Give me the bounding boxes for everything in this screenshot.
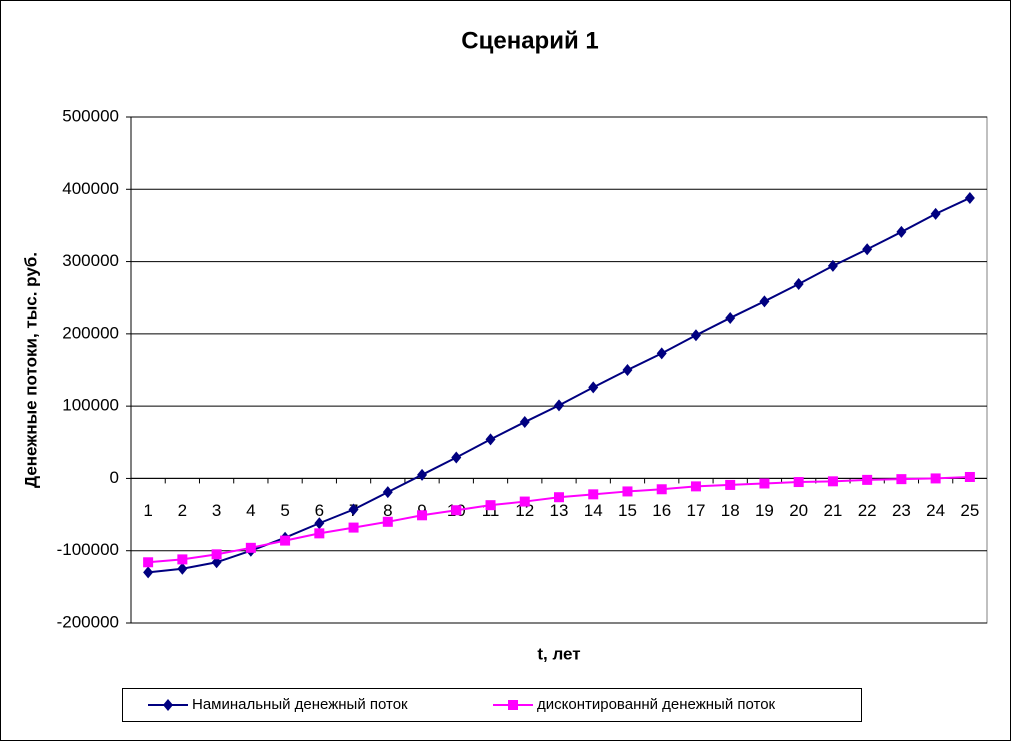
legend-label: Наминальный денежный поток xyxy=(192,696,408,713)
y-tick-label: -100000 xyxy=(57,540,119,559)
data-point xyxy=(554,399,564,412)
data-point xyxy=(348,503,359,516)
x-tick-label: 23 xyxy=(892,501,911,520)
y-tick-label: -200000 xyxy=(57,612,119,631)
x-tick-label: 14 xyxy=(584,501,603,520)
x-tick-label: 4 xyxy=(246,501,255,520)
x-tick-label: 6 xyxy=(315,501,324,520)
data-point xyxy=(177,562,188,575)
data-point xyxy=(862,243,873,256)
data-point xyxy=(690,481,701,492)
y-tick-label: 300000 xyxy=(62,251,119,270)
y-axis-label: Денежные потоки, тыс. руб. xyxy=(21,252,40,488)
data-point xyxy=(588,381,599,394)
legend-marker xyxy=(508,700,518,710)
data-point xyxy=(827,476,838,487)
x-tick-label: 13 xyxy=(550,501,569,520)
data-point xyxy=(519,416,530,429)
data-point xyxy=(382,516,393,527)
x-tick-label: 21 xyxy=(823,501,842,520)
plot-area xyxy=(130,116,988,624)
x-tick-label: 8 xyxy=(383,501,392,520)
data-point xyxy=(177,554,188,565)
data-point xyxy=(519,496,530,507)
data-point xyxy=(451,451,462,464)
data-point xyxy=(759,478,770,489)
x-tick-label: 3 xyxy=(212,501,221,520)
data-point xyxy=(245,542,256,553)
data-point xyxy=(417,510,428,521)
data-point xyxy=(622,486,633,497)
x-tick-label: 25 xyxy=(960,501,979,520)
data-point xyxy=(862,474,873,485)
y-tick-label: 0 xyxy=(110,468,119,487)
legend-marker xyxy=(163,699,173,711)
data-point xyxy=(656,347,667,360)
y-tick-label: 200000 xyxy=(62,323,119,342)
data-point xyxy=(588,489,599,500)
data-point xyxy=(348,522,359,533)
x-tick-label: 24 xyxy=(926,501,945,520)
y-tick-label: 400000 xyxy=(62,179,119,198)
data-point xyxy=(759,295,770,308)
data-point xyxy=(725,311,736,324)
data-point xyxy=(896,474,907,485)
data-point xyxy=(964,471,975,482)
x-tick-label: 5 xyxy=(280,501,289,520)
data-point xyxy=(143,566,154,579)
data-point xyxy=(280,535,291,546)
data-point xyxy=(896,225,907,238)
data-point xyxy=(554,492,564,503)
data-point xyxy=(930,207,941,220)
legend xyxy=(122,688,862,722)
data-point xyxy=(314,528,325,539)
chart-title: Сценарий 1 xyxy=(461,27,598,54)
data-point xyxy=(211,549,222,560)
data-point xyxy=(485,500,496,511)
y-tick-label: 500000 xyxy=(62,106,119,125)
x-tick-label: 1 xyxy=(143,501,152,520)
x-tick-label: 15 xyxy=(618,501,637,520)
data-point xyxy=(930,473,941,484)
x-tick-label: 16 xyxy=(652,501,671,520)
x-tick-label: 20 xyxy=(789,501,808,520)
data-point xyxy=(382,486,393,499)
data-point xyxy=(656,484,667,495)
data-point xyxy=(622,364,633,376)
legend-label: дисконтированнй денежный поток xyxy=(537,696,776,713)
data-point xyxy=(793,477,804,488)
x-axis-label: t, лет xyxy=(537,644,580,663)
x-tick-label: 17 xyxy=(686,501,705,520)
data-point xyxy=(964,191,975,204)
data-point xyxy=(725,479,736,490)
y-tick-label: 100000 xyxy=(62,396,119,415)
data-point xyxy=(417,468,428,481)
data-point xyxy=(143,557,154,568)
data-point xyxy=(793,277,804,290)
data-point xyxy=(690,329,701,342)
x-tick-label: 19 xyxy=(755,501,774,520)
x-tick-label: 18 xyxy=(721,501,740,520)
x-tick-label: 2 xyxy=(178,501,187,520)
data-point xyxy=(451,505,462,516)
data-point xyxy=(827,259,838,272)
x-tick-label: 22 xyxy=(858,501,877,520)
data-point xyxy=(314,517,325,530)
data-point xyxy=(485,433,496,446)
